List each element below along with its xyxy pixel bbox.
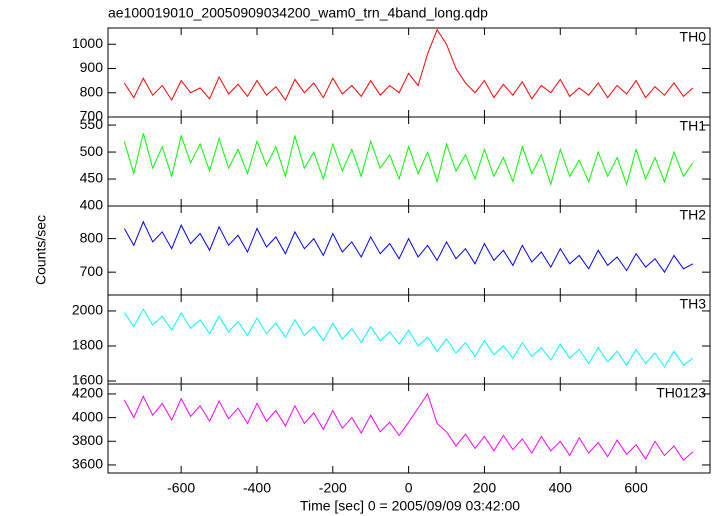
series-label: TH2 (680, 207, 707, 223)
x-tick-label: 400 (549, 480, 573, 496)
series-line (123, 28, 694, 102)
y-tick-label: 900 (80, 59, 104, 75)
y-tick-label: 800 (80, 229, 104, 245)
x-tick-label: 200 (473, 480, 497, 496)
x-axis-label: Time [sec] 0 = 2005/09/09 03:42:00 (300, 498, 520, 514)
y-tick-label: 400 (80, 197, 104, 213)
y-tick-label: 1600 (72, 372, 103, 388)
y-tick-label: 4000 (72, 408, 103, 424)
panel-frame (107, 116, 711, 207)
chart-title: ae100019010_20050909034200_wam0_trn_4ban… (108, 5, 488, 21)
x-tick-label: -400 (243, 480, 271, 496)
series-line (123, 308, 694, 368)
x-tick-label: -600 (167, 480, 195, 496)
y-tick-label: 4200 (72, 385, 103, 401)
x-tick-label: -200 (319, 480, 347, 496)
series-line (123, 392, 694, 461)
series-label: TH0 (680, 29, 707, 45)
y-tick-label: 500 (80, 143, 104, 159)
series-label: TH0123 (656, 385, 706, 401)
series-line (123, 220, 694, 274)
y-axis-label: Counts/sec (33, 215, 49, 285)
y-tick-label: 1000 (72, 35, 103, 51)
y-tick-label: 3800 (72, 432, 103, 448)
panel-frame (107, 383, 711, 474)
y-tick-label: 3600 (72, 456, 103, 472)
series-line (123, 133, 694, 187)
x-tick-label: 0 (405, 480, 413, 496)
panel-frame (107, 294, 711, 385)
panel-frame (107, 27, 711, 118)
y-tick-label: 550 (80, 116, 104, 132)
series-label: TH1 (680, 118, 707, 134)
y-tick-label: 1800 (72, 337, 103, 353)
series-label: TH3 (680, 296, 707, 312)
y-tick-label: 800 (80, 83, 104, 99)
y-tick-label: 2000 (72, 302, 103, 318)
y-tick-label: 700 (80, 263, 104, 279)
y-tick-label: 450 (80, 170, 104, 186)
x-tick-label: 600 (624, 480, 648, 496)
y-tick-label: 700 (80, 108, 104, 124)
panel-frame (107, 205, 711, 296)
